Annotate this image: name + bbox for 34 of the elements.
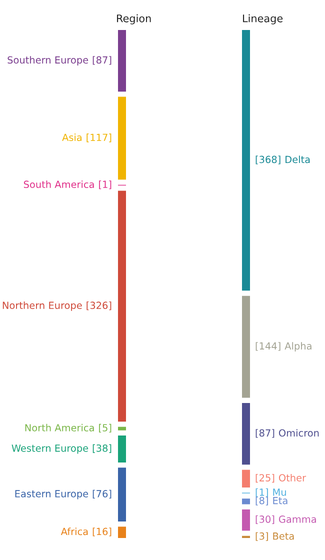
data-label: [1] [99,180,112,190]
category-label: Southern Europe [8,56,88,66]
category-label: Eta [273,497,288,504]
data-label: [5] [99,424,112,433]
category-label: Alpha [284,342,312,352]
data-label: [368] [256,156,280,164]
category-label: North America [25,424,94,432]
category-label: Omicron [278,429,319,437]
data-label: [3] [256,532,268,541]
data-label: [87] [256,429,274,438]
category-label: Delta [286,156,310,164]
category-label: Africa [60,528,88,536]
category-label: Northern Europe [2,301,82,311]
data-label: [38] [92,444,112,453]
data-label: [87] [92,56,112,65]
category-label: Gamma [278,516,316,523]
category-label: South America [24,180,94,188]
category-label: Eastern Europe [15,490,88,500]
data-label: [326] [86,301,112,310]
data-label: [8] [256,496,268,506]
data-label: [16] [92,528,112,536]
category-label: Western Europe [12,444,88,454]
data-label: [1] [256,488,268,498]
text: Region [117,14,151,24]
data-label: [144] [256,342,280,351]
data-label: [117] [86,134,112,142]
text: Lineage [243,14,283,24]
category-label: Beta [273,532,294,540]
category-label: Asia [62,134,82,142]
category-label: Mu [273,488,286,496]
category-label: Other [278,474,306,482]
data-label: [25] [256,474,274,483]
data-label: [30] [256,515,274,524]
data-label: [76] [92,490,112,499]
